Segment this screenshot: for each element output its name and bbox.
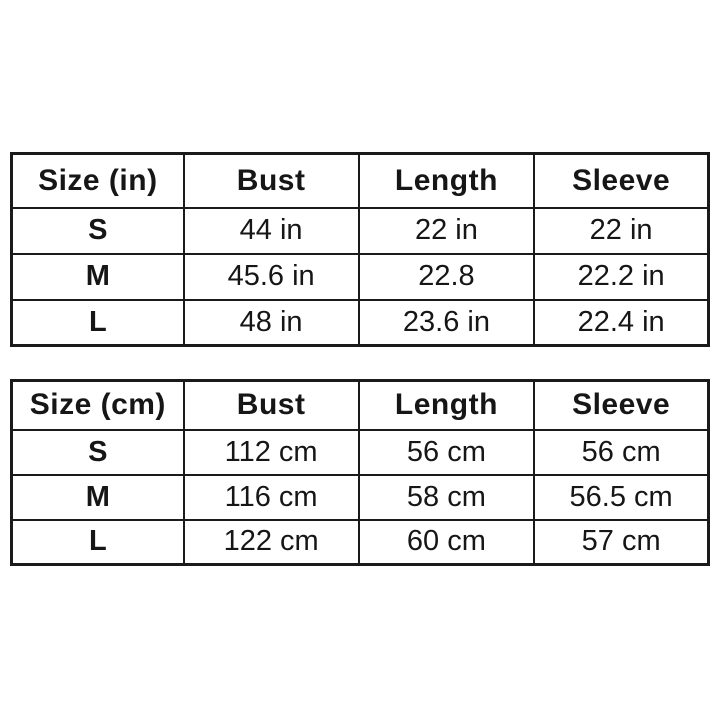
cell-sleeve: 56 cm [533, 428, 710, 476]
cell-bust: 45.6 in [182, 252, 360, 301]
table-row: M 116 cm 58 cm 56.5 cm [10, 473, 710, 521]
size-table-inches: Size (in) Bust Length Sleeve S 44 in 22 … [10, 152, 710, 347]
table-row: M 45.6 in 22.8 22.2 in [10, 252, 710, 301]
cell-length: 22.8 [357, 252, 536, 301]
cell-bust: 44 in [182, 206, 360, 255]
cell-length: 23.6 in [357, 298, 536, 347]
header-sleeve: Sleeve [533, 379, 710, 431]
size-label: S [10, 428, 185, 476]
cell-sleeve: 22.4 in [533, 298, 710, 347]
table-row: S 112 cm 56 cm 56 cm [10, 428, 710, 476]
table-row: L 122 cm 60 cm 57 cm [10, 518, 710, 566]
cell-sleeve: 57 cm [533, 518, 710, 566]
size-label: S [10, 206, 185, 255]
size-label: L [10, 298, 185, 347]
table-row: L 48 in 23.6 in 22.4 in [10, 298, 710, 347]
table-header-row: Size (in) Bust Length Sleeve [10, 152, 710, 209]
cell-sleeve: 56.5 cm [533, 473, 710, 521]
cell-length: 58 cm [357, 473, 536, 521]
header-length: Length [357, 379, 536, 431]
cell-bust: 116 cm [182, 473, 360, 521]
size-table-cm: Size (cm) Bust Length Sleeve S 112 cm 56… [10, 379, 710, 566]
cell-bust: 48 in [182, 298, 360, 347]
size-label: M [10, 473, 185, 521]
header-length: Length [357, 152, 536, 209]
cell-sleeve: 22 in [533, 206, 710, 255]
table-header-row: Size (cm) Bust Length Sleeve [10, 379, 710, 431]
cell-sleeve: 22.2 in [533, 252, 710, 301]
header-bust: Bust [182, 379, 360, 431]
size-label: M [10, 252, 185, 301]
cell-length: 22 in [357, 206, 536, 255]
header-size-cm: Size (cm) [10, 379, 185, 431]
cell-bust: 122 cm [182, 518, 360, 566]
header-sleeve: Sleeve [533, 152, 710, 209]
header-bust: Bust [182, 152, 360, 209]
table-row: S 44 in 22 in 22 in [10, 206, 710, 255]
size-label: L [10, 518, 185, 566]
cell-length: 60 cm [357, 518, 536, 566]
cell-length: 56 cm [357, 428, 536, 476]
header-size-in: Size (in) [10, 152, 185, 209]
cell-bust: 112 cm [182, 428, 360, 476]
